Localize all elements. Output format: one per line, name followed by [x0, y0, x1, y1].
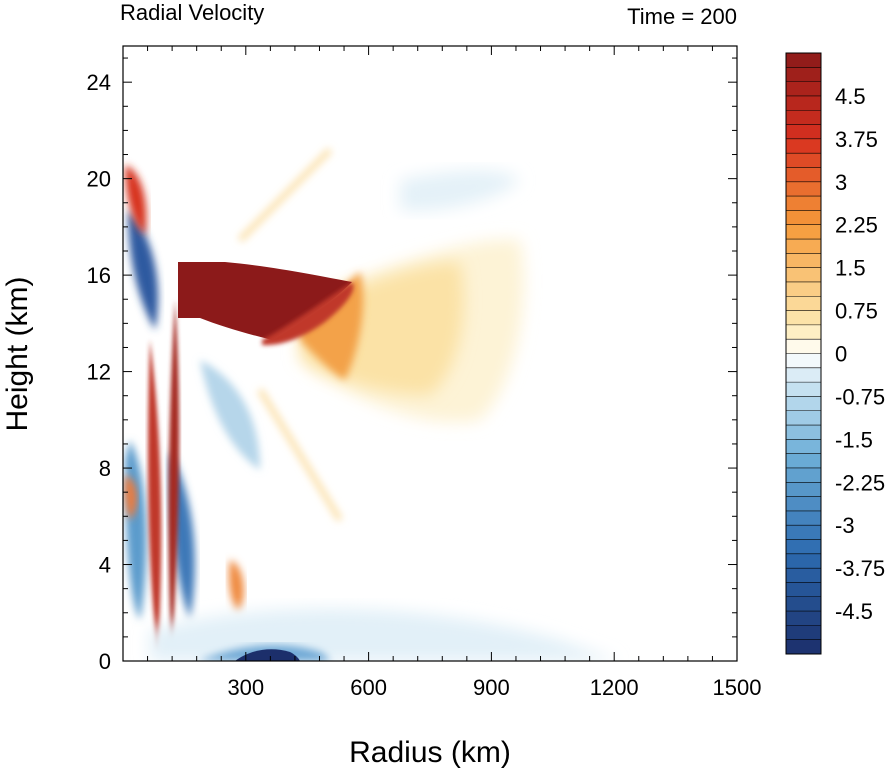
- colorbar-segment: [786, 253, 821, 268]
- core-blue-pale-band: [200, 360, 260, 470]
- colorbar-segment: [786, 382, 821, 397]
- x-tick-label: 1500: [713, 675, 762, 700]
- colorbar-segment: [786, 568, 821, 583]
- core-orange-blob: [124, 475, 137, 520]
- colorbar-label: 1.5: [835, 256, 866, 281]
- y-tick-label: 24: [87, 70, 111, 95]
- colorbar-segment: [786, 296, 821, 311]
- y-tick-label: 16: [87, 263, 111, 288]
- x-axis: 300 600 900 1200 1500: [147, 46, 762, 700]
- x-tick-label: 900: [473, 675, 510, 700]
- colorbar-segment: [786, 153, 821, 168]
- colorbar-segment: [786, 453, 821, 469]
- colorbar-segment: [786, 410, 821, 426]
- colorbar-segment: [786, 396, 821, 412]
- colorbar-segment: [786, 210, 821, 226]
- colorbar-segment: [786, 181, 821, 197]
- colorbar-segment: [786, 110, 821, 125]
- colorbar-segment: [786, 539, 821, 555]
- colorbar-segment: [786, 467, 821, 483]
- colorbar-label: -3.75: [835, 556, 885, 581]
- colorbar: 4.5 3.75 3 2.25 1.5 0.75 0 -0.75 -1.5 -2.25 -3 -3.7…: [785, 52, 885, 655]
- colorbar-label: -2.25: [835, 470, 885, 495]
- chart-title: Radial Velocity: [120, 0, 264, 25]
- colorbar-segment: [786, 239, 821, 254]
- colorbar-segment: [786, 124, 821, 140]
- colorbar-segment: [786, 496, 821, 512]
- y-axis: 0 4 8 12 16 20 24: [87, 57, 737, 674]
- colorbar-segment: [786, 482, 821, 497]
- colorbar-segment: [786, 138, 821, 154]
- colorbar-segment: [786, 525, 821, 540]
- colorbar-segment: [786, 439, 821, 454]
- colorbar-segment: [786, 367, 821, 383]
- colorbar-frame: [785, 52, 822, 655]
- lower-streak-orange: [257, 388, 343, 522]
- colorbar-segment: [786, 324, 821, 340]
- colorbar-segment: [786, 596, 821, 612]
- colorbar-segment: [786, 196, 821, 211]
- upper-streak-orange: [237, 147, 333, 243]
- colorbar-segment: [786, 95, 821, 111]
- colorbar-label: 0: [835, 342, 847, 367]
- colorbar-label: -1.5: [835, 427, 873, 452]
- colorbar-label: 3.75: [835, 127, 878, 152]
- colorbar-label: 3: [835, 170, 847, 195]
- colorbar-segment: [786, 167, 821, 183]
- colorbar-segment: [786, 553, 821, 569]
- colorbar-segment: [786, 67, 821, 82]
- y-tick-label: 4: [99, 553, 111, 578]
- colorbar-label: 4.5: [835, 84, 866, 109]
- colorbar-segment: [786, 339, 821, 354]
- core-red-column-2: [168, 300, 180, 650]
- x-tick-label: 1200: [590, 675, 639, 700]
- colorbar-label: -3: [835, 513, 855, 538]
- y-tick-label: 8: [99, 456, 111, 481]
- colorbar-segment: [786, 353, 821, 369]
- upper-blue-faint: [400, 170, 520, 211]
- colorbar-segment: [786, 310, 821, 326]
- core-red-top: [125, 165, 147, 235]
- boundary-inflow-core: [235, 649, 300, 661]
- colorbar-segment: [786, 81, 821, 97]
- colorbar-label: -0.75: [835, 384, 885, 409]
- colorbar-segment: [786, 510, 821, 526]
- outflow-core: [178, 262, 352, 340]
- y-tick-label: 0: [99, 649, 111, 674]
- outflow-core-edge: [262, 282, 354, 346]
- colorbar-segment: [786, 639, 821, 655]
- colorbar-segment: [786, 224, 821, 240]
- x-tick-label: 300: [227, 675, 264, 700]
- x-axis-label: Radius (km): [349, 736, 511, 769]
- colorbar-segment: [786, 267, 821, 283]
- time-label: Time = 200: [627, 4, 737, 29]
- colorbar-segment: [786, 582, 821, 598]
- colorbar-segment: [786, 53, 821, 68]
- colorbar-segment: [786, 611, 821, 626]
- colorbar-segment: [786, 425, 821, 440]
- contour-field: [124, 147, 620, 661]
- core-blue-upper: [128, 210, 159, 330]
- y-tick-label: 20: [87, 167, 111, 192]
- colorbar-segment: [786, 625, 821, 640]
- x-tick-label: 600: [350, 675, 387, 700]
- colorbar-label: 2.25: [835, 213, 878, 238]
- plot-frame: [122, 45, 738, 662]
- plot-area: [122, 45, 738, 662]
- core-red-column: [147, 340, 162, 650]
- colorbar-label: -4.5: [835, 599, 873, 624]
- y-axis-label: Height (km): [1, 276, 34, 431]
- core-orange-lower: [228, 560, 244, 612]
- colorbar-label: 0.75: [835, 299, 878, 324]
- y-tick-label: 12: [87, 360, 111, 385]
- colorbar-segment: [786, 281, 821, 297]
